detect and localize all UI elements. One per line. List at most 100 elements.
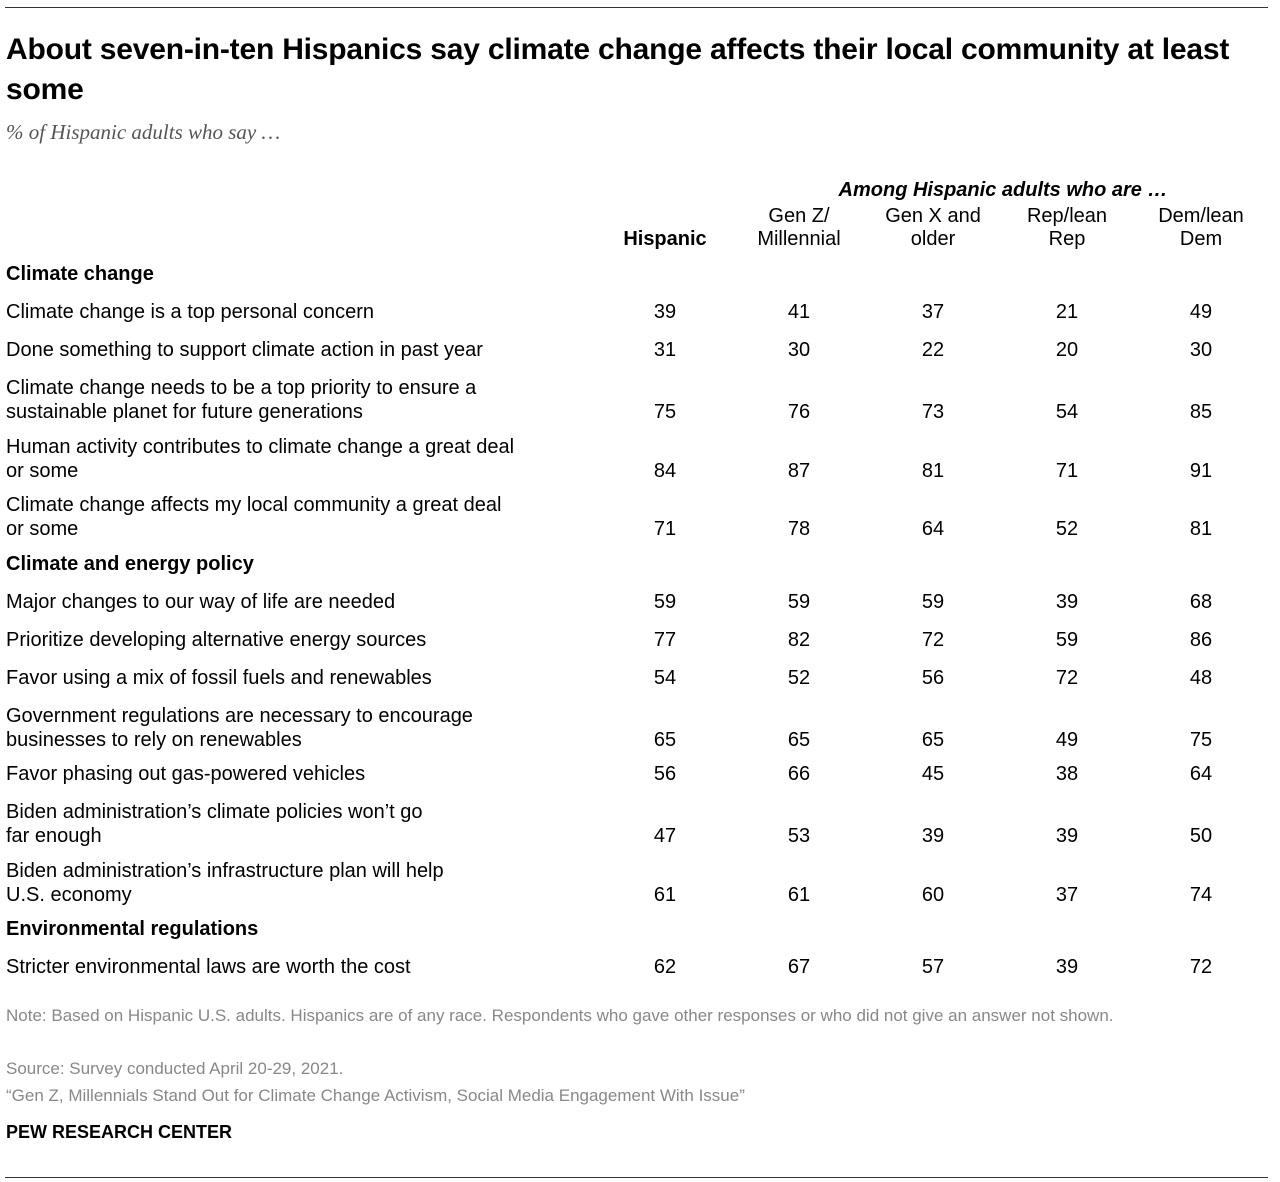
cell-value: 50 — [1189, 825, 1213, 847]
row-label-line: Favor phasing out gas-powered vehicles — [6, 763, 366, 785]
column-header-0: Hispanic — [600, 228, 730, 251]
cell-value: 20 — [1055, 339, 1079, 361]
cell-value: 48 — [1189, 666, 1213, 689]
cell-value: 21 — [1055, 301, 1079, 323]
row-label-line: U.S. economy — [6, 883, 132, 906]
cell-value: 39 — [1055, 590, 1079, 613]
cell-value: 39 — [653, 301, 677, 323]
cell-value: 39 — [1055, 825, 1079, 847]
cell-value: 38 — [1055, 763, 1079, 785]
cell-value: 39 — [1055, 956, 1079, 978]
row-label-line: sustainable planet for future generation… — [6, 401, 363, 423]
row-label-line: Major changes to our way of life are nee… — [6, 590, 396, 613]
cell-value: 59 — [787, 590, 811, 613]
cell-value: 72 — [921, 628, 945, 651]
column-header-line: Gen Z/ — [768, 205, 830, 227]
cell-value: 49 — [1055, 728, 1079, 751]
cell-value: 67 — [787, 956, 811, 978]
section-header: Environmental regulations — [6, 918, 259, 940]
cell-value: 56 — [653, 763, 677, 785]
row-label: Climate change is a top personal concern — [6, 300, 606, 324]
cell-value: 59 — [1055, 628, 1079, 651]
cell-value: 37 — [1055, 883, 1079, 906]
note-text: Note: Based on Hispanic U.S. adults. His… — [6, 1006, 1114, 1025]
row-label-line: Human activity contributes to climate ch… — [6, 435, 515, 458]
cell-value: 52 — [1055, 518, 1079, 540]
column-header-line: Gen X and — [885, 205, 981, 227]
cell-value: 78 — [787, 518, 811, 540]
cell-value: 76 — [787, 401, 811, 423]
cell-value: 39 — [921, 825, 945, 847]
cell-value: 73 — [921, 401, 945, 423]
cell-value: 54 — [1055, 401, 1079, 423]
row-label-line: Biden administration’s climate policies … — [6, 801, 423, 823]
row-label: Major changes to our way of life are nee… — [6, 590, 606, 614]
cell-value: 49 — [1189, 301, 1213, 323]
column-header-line: Dem/lean — [1158, 205, 1244, 227]
cell-value: 86 — [1189, 628, 1213, 651]
source-text: Source: Survey conducted April 20-29, 20… — [6, 1059, 344, 1078]
cell-value: 30 — [1189, 339, 1213, 361]
report-title-text: “Gen Z, Millennials Stand Out for Climat… — [6, 1086, 745, 1105]
column-header-3: Rep/lean Rep — [1002, 205, 1132, 251]
row-label-line: Favor using a mix of fossil fuels and re… — [6, 666, 432, 689]
cell-value: 68 — [1189, 590, 1213, 613]
cell-value: 71 — [1055, 459, 1079, 482]
row-label: Prioritize developing alternative energy… — [6, 628, 606, 652]
cell-value: 59 — [921, 590, 945, 613]
row-label: Climate change affects my local communit… — [6, 493, 606, 541]
cell-value: 52 — [787, 666, 811, 689]
row-label-line: Climate change is a top personal concern — [6, 301, 374, 323]
cell-value: 65 — [653, 728, 677, 751]
cell-value: 61 — [787, 883, 811, 906]
column-header-line: Rep/lean — [1026, 205, 1108, 227]
cell-value: 47 — [653, 825, 677, 847]
row-label: Climate change needs to be a top priorit… — [6, 376, 606, 424]
cell-value: 57 — [921, 956, 945, 978]
cell-value: 56 — [921, 666, 945, 689]
cell-value: 81 — [1189, 518, 1213, 540]
pew-brand: PEW RESEARCH CENTER — [6, 1122, 233, 1142]
cell-value: 53 — [787, 825, 811, 847]
row-label: Favor phasing out gas-powered vehicles — [6, 762, 606, 786]
chart-title: About seven-in-ten Hispanics say climate… — [6, 33, 1230, 106]
column-header-line: Hispanic — [623, 228, 707, 250]
section-header: Climate change — [6, 263, 154, 285]
cell-value: 65 — [787, 728, 811, 751]
chart-subtitle: % of Hispanic adults who say … — [6, 120, 281, 144]
cell-value: 81 — [921, 459, 945, 482]
cell-value: 59 — [653, 590, 677, 613]
cell-value: 87 — [787, 459, 811, 482]
row-label-line: Climate change needs to be a top priorit… — [6, 377, 477, 399]
cell-value: 75 — [1189, 728, 1213, 751]
cell-value: 91 — [1189, 459, 1213, 482]
cell-value: 60 — [921, 883, 945, 906]
cell-value: 45 — [921, 763, 945, 785]
cell-value: 74 — [1189, 883, 1213, 906]
row-label-line: Government regulations are necessary to … — [6, 704, 473, 727]
cell-value: 62 — [653, 956, 677, 978]
cell-value: 41 — [787, 301, 811, 323]
column-header-line: older — [910, 228, 956, 250]
cell-value: 30 — [787, 339, 811, 361]
cell-value: 84 — [653, 459, 677, 482]
cell-value: 37 — [921, 301, 945, 323]
cell-value: 72 — [1189, 956, 1213, 978]
cell-value: 64 — [1189, 763, 1213, 785]
row-label-line: Stricter environmental laws are worth th… — [6, 956, 411, 978]
cell-value: 64 — [921, 518, 945, 540]
row-label-line: far enough — [6, 825, 102, 847]
cell-value: 82 — [787, 628, 811, 651]
cell-value: 65 — [921, 728, 945, 751]
section-header: Climate and energy policy — [6, 552, 254, 575]
cell-value: 31 — [653, 339, 677, 361]
cell-value: 54 — [653, 666, 677, 689]
column-header-4: Dem/lean Dem — [1136, 205, 1266, 251]
cell-value: 61 — [653, 883, 677, 906]
column-header-line: Millennial — [757, 228, 841, 250]
row-label: Biden administration’s infrastructure pl… — [6, 859, 606, 907]
row-label: Biden administration’s climate policies … — [6, 800, 606, 848]
row-label-line: Biden administration’s infrastructure pl… — [6, 859, 444, 882]
bottom-rule — [5, 1177, 1268, 1178]
cell-value: 85 — [1189, 401, 1213, 423]
